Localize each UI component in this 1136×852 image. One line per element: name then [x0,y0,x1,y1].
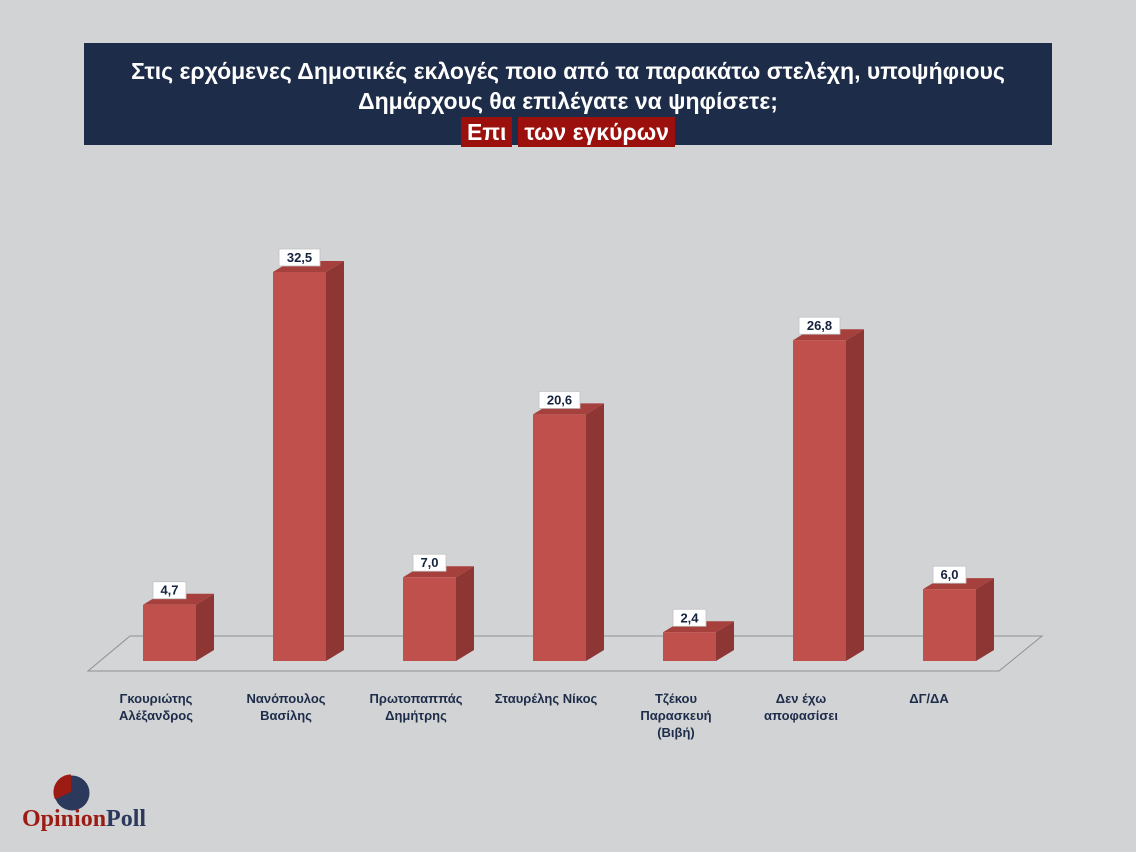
bar-side-face [716,621,734,661]
opinionpoll-logo: OpinionPoll [20,768,200,838]
value-label-box [278,248,321,267]
bar-front-face [793,340,846,661]
value-label-box [932,565,967,584]
logo-text-poll: Poll [106,806,147,832]
bar-side-face [196,593,214,661]
bar-front-face [533,414,586,661]
pie-logo-icon [53,774,90,811]
bar-front-face [663,632,716,661]
value-label: 4,7 [160,583,178,598]
value-label: 20,6 [547,392,572,407]
value-label: 7,0 [420,555,438,570]
value-label-box [538,391,581,409]
bar-side-face [846,329,864,661]
bar-side-face [456,566,474,661]
title-highlight-part1: Επι [461,117,513,147]
value-label: 6,0 [940,567,958,582]
bar-side-face [586,403,604,661]
value-label-box [798,316,841,335]
value-label-box [152,581,187,600]
bar-side-face [326,260,344,661]
value-label: 32,5 [287,250,312,265]
chart-title-banner: Στις ερχόμενες Δημοτικές εκλογές ποιο απ… [84,43,1052,147]
title-highlight-part2: των εγκύρων [518,117,675,147]
title-line-1: Στις ερχόμενες Δημοτικές εκλογές ποιο απ… [131,58,1005,84]
bar-front-face [403,577,456,661]
logo-wordmark: OpinionPoll [22,806,198,833]
value-label-box [672,608,707,627]
bar-front-face [273,271,326,661]
value-label: 2,4 [680,610,699,625]
logo-text-opinion: Opinion [22,806,107,832]
value-label: 26,8 [807,318,832,333]
bar-front-face [923,589,976,661]
bar-front-face [143,604,196,661]
title-line-2: Δημάρχους θα επιλέγατε να ψηφίσετε; [358,88,778,114]
title-line-3: Επι των εγκύρων [84,117,1052,147]
value-label-box [412,553,447,572]
bar-side-face [976,578,994,661]
